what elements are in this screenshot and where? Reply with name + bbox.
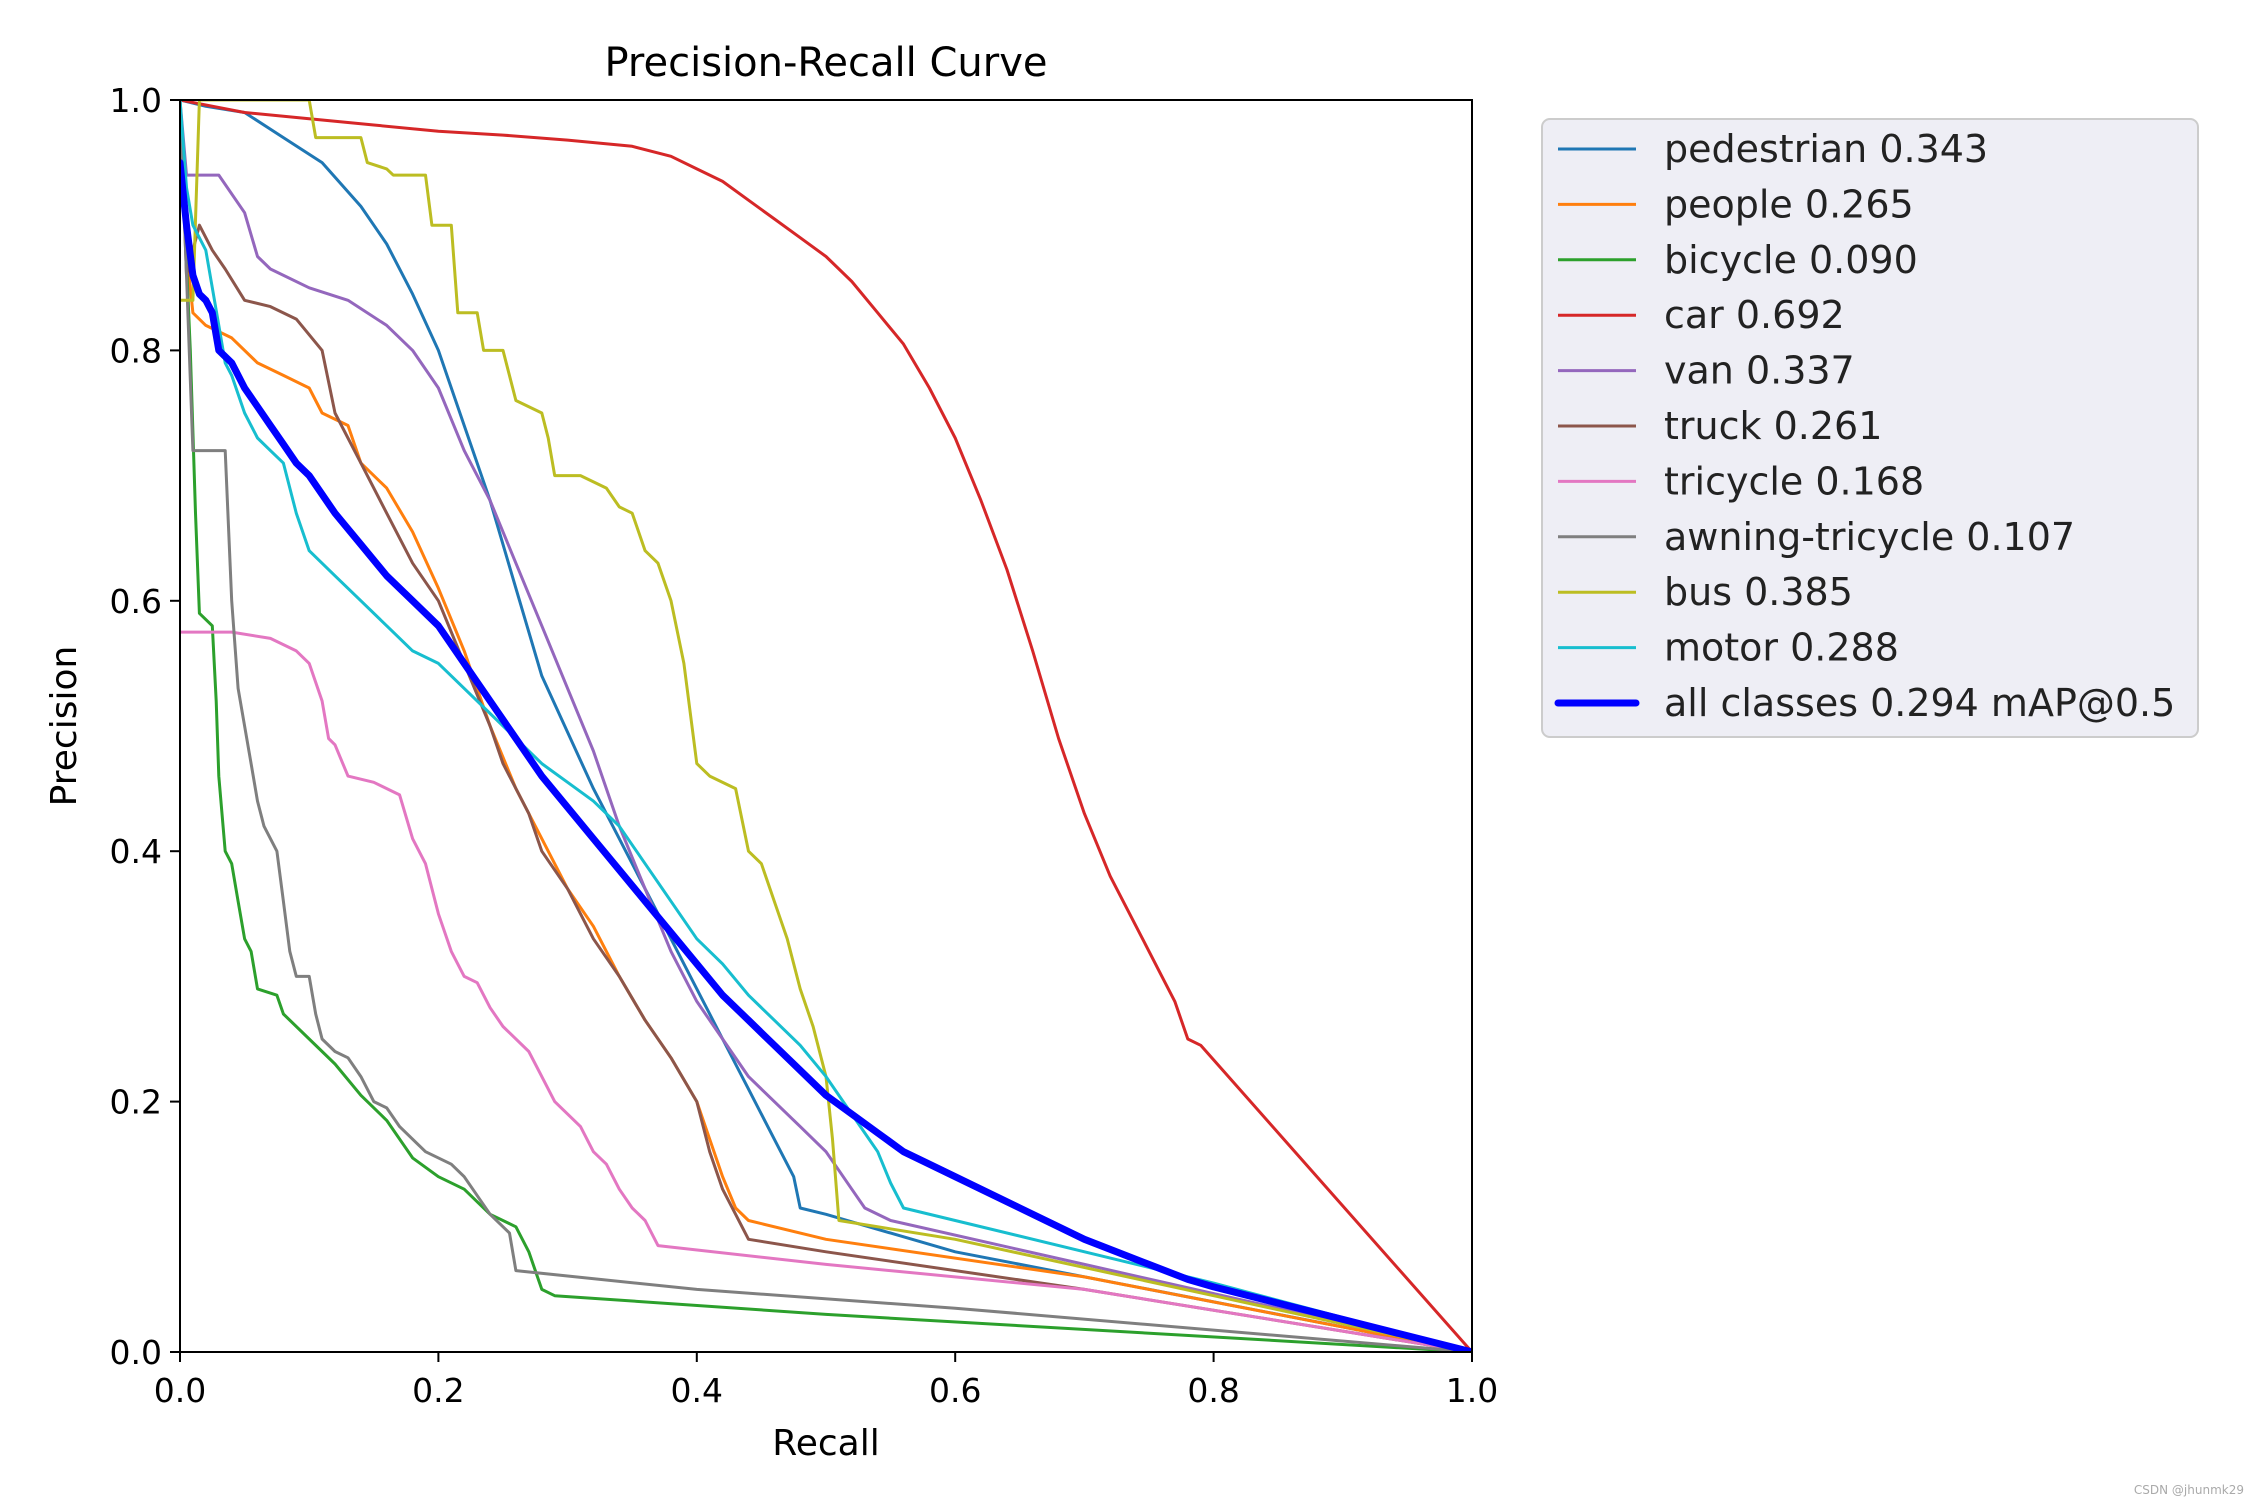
series-line-9 (180, 100, 1472, 1352)
x-axis: 0.0 0.2 0.4 0.6 0.8 1.0 (154, 1352, 1498, 1410)
legend-entry-1: people 0.265 (1664, 182, 1914, 226)
y-tick-label: 0.4 (110, 832, 162, 871)
series-line-8 (180, 100, 1472, 1352)
x-axis-label: Recall (772, 1423, 879, 1464)
series-line-6 (180, 630, 1472, 1352)
y-tick-label: 0.2 (110, 1083, 162, 1122)
series-line-4 (180, 100, 1472, 1352)
series-line-2 (180, 100, 1472, 1352)
x-tick-label: 0.0 (154, 1371, 206, 1410)
legend-entry-10: all classes 0.294 mAP@0.5 (1664, 681, 2175, 725)
legend-entry-3: car 0.692 (1664, 293, 1845, 337)
legend-entry-5: truck 0.261 (1664, 404, 1882, 448)
y-tick-label: 0.0 (110, 1333, 162, 1372)
plot-frame (179, 99, 1473, 1353)
legend-entry-8: bus 0.385 (1664, 570, 1853, 614)
x-tick-label: 1.0 (1446, 1371, 1498, 1410)
x-tick-label: 0.8 (1187, 1371, 1239, 1410)
series-line-7 (180, 100, 1472, 1352)
legend-entry-0: pedestrian 0.343 (1664, 127, 1988, 171)
series-layer (180, 100, 1472, 1352)
y-axis: 0.0 0.2 0.4 0.6 0.8 1.0 (110, 81, 180, 1372)
x-tick-label: 0.6 (929, 1371, 981, 1410)
legend-entry-7: awning-tricycle 0.107 (1664, 515, 2075, 559)
legend-entry-2: bicycle 0.090 (1664, 238, 1918, 282)
y-tick-label: 0.8 (110, 331, 162, 370)
series-line-3 (180, 100, 1472, 1352)
x-tick-label: 0.2 (412, 1371, 464, 1410)
legend-box (1541, 118, 2199, 738)
x-tick-label: 0.4 (671, 1371, 723, 1410)
legend-entry-9: motor 0.288 (1664, 626, 1899, 670)
y-axis-label: Precision (44, 646, 85, 807)
chart-title: Precision-Recall Curve (605, 40, 1048, 86)
series-line-0 (180, 100, 1472, 1352)
legend-entry-6: tricycle 0.168 (1664, 459, 1924, 503)
legend-entry-4: van 0.337 (1664, 349, 1855, 393)
y-tick-label: 0.6 (110, 582, 162, 621)
series-line-5 (180, 100, 1472, 1352)
series-line-10 (180, 159, 1472, 1352)
legend: pedestrian 0.343 people 0.265 bicycle 0.09… (1541, 118, 2199, 738)
y-tick-label: 1.0 (110, 81, 162, 120)
watermark: CSDN @jhunmk29 (2134, 1483, 2244, 1497)
